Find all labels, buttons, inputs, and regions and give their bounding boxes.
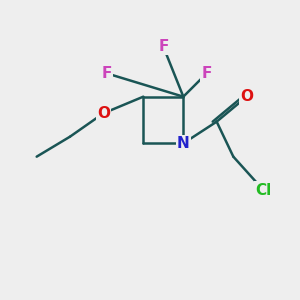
Text: F: F (158, 39, 169, 54)
Text: O: O (97, 106, 110, 121)
Text: F: F (202, 66, 212, 81)
Text: N: N (177, 136, 190, 151)
Text: Cl: Cl (255, 182, 272, 197)
Text: O: O (240, 89, 253, 104)
Text: F: F (101, 66, 112, 81)
